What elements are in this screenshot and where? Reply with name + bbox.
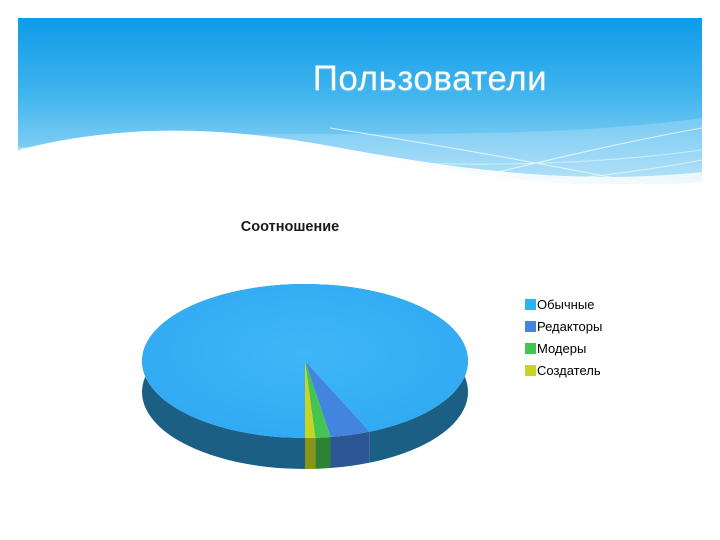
pie-chart: Соотношение bbox=[110, 205, 690, 485]
chart-legend: Обычные Редакторы Модеры Создатель bbox=[525, 293, 675, 381]
pie-svg bbox=[141, 284, 468, 469]
legend-item[interactable]: Редакторы bbox=[525, 315, 675, 337]
pie-side-создатель bbox=[305, 437, 316, 469]
legend-label-obychnye: Обычные bbox=[537, 296, 595, 312]
legend-swatch-modery bbox=[525, 342, 536, 354]
pie-side-редакторы bbox=[330, 431, 370, 469]
pie-slice-обычные bbox=[141, 284, 468, 438]
pie-slice-модеры bbox=[305, 361, 331, 438]
legend-label-redaktory: Редакторы bbox=[537, 318, 603, 334]
legend-label-sozdatel: Создатель bbox=[537, 362, 601, 378]
legend-swatch-obychnye bbox=[525, 298, 536, 310]
pie-side-модеры bbox=[315, 437, 331, 469]
legend-swatch-sozdatel bbox=[525, 364, 536, 376]
pie-graphic bbox=[120, 247, 490, 472]
legend-swatch-redaktory bbox=[525, 320, 536, 332]
legend-item[interactable]: Модеры bbox=[525, 337, 675, 359]
pie-slice-создатель bbox=[305, 361, 316, 438]
legend-label-modery: Модеры bbox=[537, 340, 587, 356]
header-banner: Пользователи bbox=[0, 0, 720, 200]
page-title: Пользователи bbox=[312, 59, 548, 98]
banner-graphic bbox=[18, 18, 702, 184]
pie-slice-редакторы bbox=[305, 361, 370, 438]
legend-item[interactable]: Обычные bbox=[525, 293, 675, 315]
legend-item[interactable]: Создатель bbox=[525, 359, 675, 381]
chart-title: Соотношение bbox=[240, 219, 340, 235]
